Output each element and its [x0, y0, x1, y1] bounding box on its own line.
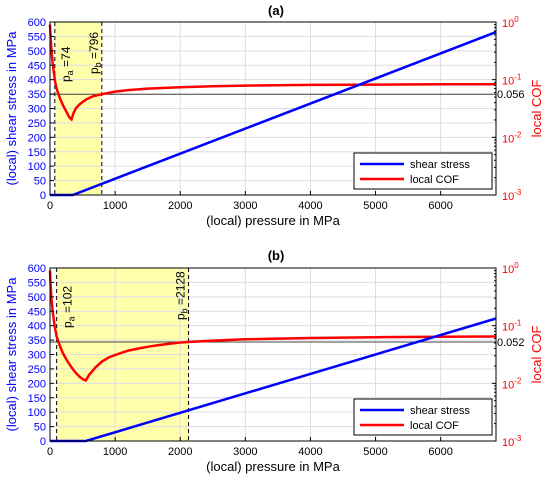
panel-a-legend: shear stress local COF	[353, 152, 493, 190]
panel-a-left-axis-label: (local) shear stress in MPa	[4, 31, 19, 186]
panel-b-pb-main: p	[174, 313, 188, 320]
panel-b-left-tick-label-0: 0	[40, 436, 46, 448]
panel-a-x-tick-label-2: 2000	[168, 200, 192, 212]
panel-a-right-tick-label-1: 10-2	[502, 130, 522, 145]
panel-a-series-local-cof	[48, 24, 496, 122]
panel-b-pa-annotation: pa =102	[61, 286, 77, 328]
panel-a-left-tick-label-11: 550	[28, 31, 46, 43]
panel-b-pb-sub: b	[180, 308, 190, 313]
panel-a-left-tick-label-4: 200	[28, 132, 46, 144]
panel-a-left-tick-label-6: 300	[28, 104, 46, 116]
panel-a-x-tick-label-1: 1000	[103, 200, 127, 212]
panel-a-left-tick-label-9: 450	[28, 60, 46, 72]
panel-b-left-tick-label-2: 100	[28, 407, 46, 419]
panel-a-right-tick-label-2: 10-1	[502, 73, 522, 88]
panel-a-pb-annotation: pb =796	[87, 32, 103, 74]
panel-a-x-ticks: 0 1000 2000 3000 4000 5000 6000	[47, 191, 453, 212]
panel-a-right-ticks: 10-3 10-2 10-1 100	[492, 15, 522, 203]
panel-b-left-tick-label-7: 350	[28, 335, 46, 347]
panel-a-x-tick-label-3: 3000	[233, 200, 257, 212]
panel-b-left-tick-label-5: 250	[28, 364, 46, 376]
panel-b-right-ticks: 10-3 10-2 10-1 100	[492, 261, 522, 449]
panel-a-pa-sub: a	[65, 70, 75, 75]
panel-b-pb-annotation: pb =2128	[174, 271, 190, 320]
panel-a-reference-label: 0.056	[497, 89, 525, 101]
panel-a-x-tick-label-0: 0	[47, 200, 53, 212]
panel-a-legend-label-local-cof: local COF	[410, 174, 459, 186]
panel-b-pa-sub: a	[67, 316, 77, 321]
panel-b-left-axis-label: (local) shear stress in MPa	[4, 277, 19, 432]
panel-b-x-axis-label: (local) pressure in MPa	[206, 459, 340, 474]
panel-a-pb-value: =796	[87, 32, 101, 63]
panel-a-pa-value: =74	[59, 46, 73, 70]
panel-b-right-tick-label-0: 10-3	[502, 434, 522, 449]
panel-b-x-tick-label-6: 6000	[428, 446, 452, 458]
panel-b-series-local-cof	[48, 270, 497, 383]
panel-a-right-axis-label: local COF	[529, 80, 544, 138]
panel-b-legend-box	[353, 398, 493, 436]
panel-b-left-tick-label-3: 150	[28, 393, 46, 405]
panel-b: (b) 0 1000 2000 3000 4000 5000 6000 0501001502…	[4, 248, 544, 474]
panel-a-pa-annotation: pa =74	[59, 46, 75, 82]
panel-b-pa-main: p	[61, 321, 75, 328]
panel-b-x-ticks: 0 1000 2000 3000 4000 5000 6000	[47, 437, 453, 458]
panel-a-pa-main: p	[59, 75, 73, 82]
panel-b-right-axis-label: local COF	[529, 326, 544, 384]
panel-b-legend: shear stress local COF	[353, 398, 493, 436]
panel-b-x-tick-label-5: 5000	[363, 446, 387, 458]
panel-a-legend-box	[353, 152, 493, 190]
panel-a-left-tick-label-10: 500	[28, 46, 46, 58]
panel-b-pb-value: =2128	[174, 271, 188, 308]
panel-b-legend-label-local-cof: local COF	[410, 420, 459, 432]
panel-a-left-tick-label-0: 0	[40, 190, 46, 202]
panel-b-x-tick-label-0: 0	[47, 446, 53, 458]
panel-a-pb-main: p	[87, 67, 101, 74]
panel-b-left-tick-label-12: 600	[28, 263, 46, 275]
panel-b-left-ticks: 0 50 100 150 200 250 300 350 400 450 500 550 600	[28, 263, 54, 448]
panel-a-grid	[50, 22, 496, 195]
panel-a-left-ticks: 0 50 100 150 200 250 300 350 400 450 500 550 600	[28, 17, 54, 202]
panel-a-x-tick-label-4: 4000	[298, 200, 322, 212]
panel-a-left-tick-label-3: 150	[28, 147, 46, 159]
panel-b-left-tick-label-9: 450	[28, 306, 46, 318]
panel-a-legend-label-shear-stress: shear stress	[410, 159, 470, 171]
panel-a-right-tick-label-3: 100	[502, 15, 519, 30]
panel-b-right-tick-label-1: 10-2	[502, 376, 522, 391]
panel-a-pb-sub: b	[93, 62, 103, 67]
panel-a-right-tick-label-0: 10-3	[502, 188, 522, 203]
panel-b-left-tick-label-11: 550	[28, 277, 46, 289]
panel-a-left-tick-label-12: 600	[28, 17, 46, 29]
panel-b-left-tick-label-10: 500	[28, 292, 46, 304]
panel-a-left-tick-label-5: 250	[28, 118, 46, 130]
panel-a-left-tick-label-1: 50	[34, 176, 46, 188]
panel-a-x-axis-label: (local) pressure in MPa	[206, 213, 340, 228]
panel-b-reference-label: 0.052	[497, 337, 525, 349]
panel-b-x-tick-label-3: 3000	[233, 446, 257, 458]
panel-a-x-tick-label-6: 6000	[428, 200, 452, 212]
panel-b-x-tick-label-4: 4000	[298, 446, 322, 458]
panel-b-right-tick-label-3: 100	[502, 261, 519, 276]
panel-b-right-tick-label-2: 10-1	[502, 319, 522, 334]
panel-b-x-tick-label-2: 2000	[168, 446, 192, 458]
panel-b-left-tick-label-1: 50	[34, 422, 46, 434]
panel-a-left-tick-label-8: 400	[28, 75, 46, 87]
panel-b-title: (b)	[268, 248, 285, 263]
panel-b-left-tick-label-8: 400	[28, 321, 46, 333]
panel-a-title: (a)	[268, 3, 284, 18]
panel-b-left-tick-label-4: 200	[28, 378, 46, 390]
panel-a-left-tick-label-2: 100	[28, 161, 46, 173]
panel-a: (a) 0 1000 2000 3000 4000 5000 6000 0501001502…	[4, 3, 544, 228]
panel-a-x-tick-label-5: 5000	[363, 200, 387, 212]
panel-a-left-tick-label-7: 350	[28, 89, 46, 101]
panel-b-left-tick-label-6: 300	[28, 350, 46, 362]
panel-b-pa-value: =102	[61, 286, 75, 317]
panel-b-x-tick-label-1: 1000	[103, 446, 127, 458]
panel-b-legend-label-shear-stress: shear stress	[410, 405, 470, 417]
